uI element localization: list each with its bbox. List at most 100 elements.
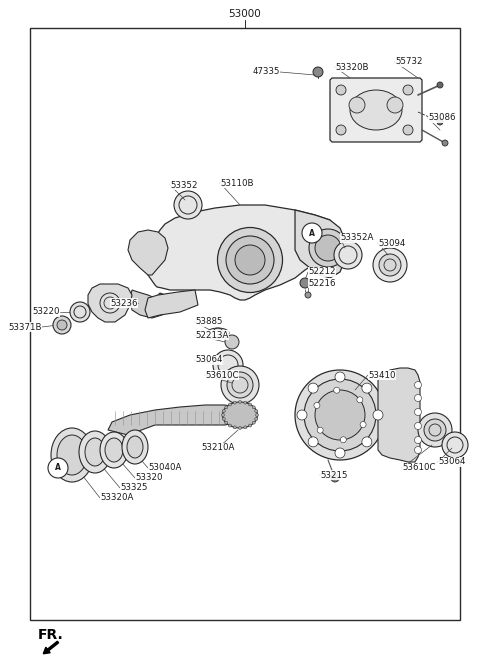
Polygon shape — [145, 290, 198, 318]
Circle shape — [437, 119, 443, 125]
Circle shape — [308, 437, 318, 447]
Circle shape — [221, 413, 225, 416]
Circle shape — [222, 418, 225, 420]
Ellipse shape — [79, 431, 111, 473]
Polygon shape — [378, 368, 420, 462]
Ellipse shape — [223, 402, 257, 428]
Circle shape — [244, 426, 247, 429]
Circle shape — [437, 82, 443, 88]
Ellipse shape — [174, 191, 202, 219]
Circle shape — [387, 97, 403, 113]
Text: 53064: 53064 — [438, 457, 466, 467]
Circle shape — [336, 125, 346, 135]
Ellipse shape — [122, 430, 148, 464]
Ellipse shape — [379, 254, 401, 276]
Ellipse shape — [442, 432, 468, 458]
Circle shape — [297, 410, 307, 420]
Ellipse shape — [217, 227, 283, 293]
Circle shape — [403, 125, 413, 135]
Circle shape — [403, 85, 413, 95]
Ellipse shape — [350, 90, 402, 130]
Ellipse shape — [127, 436, 143, 458]
Text: 52216: 52216 — [308, 279, 336, 287]
Ellipse shape — [207, 328, 229, 338]
Polygon shape — [295, 210, 345, 278]
Text: 53320: 53320 — [135, 474, 163, 482]
Circle shape — [335, 448, 345, 458]
FancyArrow shape — [43, 641, 59, 654]
Circle shape — [233, 401, 236, 404]
Text: 53215: 53215 — [320, 471, 348, 480]
Ellipse shape — [51, 428, 93, 482]
Circle shape — [233, 426, 236, 429]
Circle shape — [357, 397, 363, 403]
Ellipse shape — [213, 350, 243, 380]
Circle shape — [442, 140, 448, 146]
Circle shape — [317, 427, 323, 433]
Ellipse shape — [424, 419, 446, 441]
Circle shape — [244, 401, 247, 404]
Ellipse shape — [334, 241, 362, 269]
Circle shape — [228, 424, 231, 427]
Circle shape — [336, 85, 346, 95]
Ellipse shape — [418, 413, 452, 447]
Circle shape — [334, 387, 340, 393]
Text: A: A — [55, 463, 61, 473]
Circle shape — [415, 382, 421, 389]
Text: FR.: FR. — [38, 628, 64, 642]
Circle shape — [340, 437, 346, 443]
Text: 53220: 53220 — [33, 308, 60, 316]
Circle shape — [415, 395, 421, 401]
Circle shape — [335, 372, 345, 382]
Ellipse shape — [57, 435, 87, 475]
Text: 53086: 53086 — [428, 113, 456, 123]
Circle shape — [302, 223, 322, 243]
Circle shape — [313, 67, 323, 77]
Circle shape — [415, 436, 421, 444]
Circle shape — [249, 424, 252, 427]
Ellipse shape — [221, 366, 259, 404]
Circle shape — [305, 292, 311, 298]
Text: 52213A: 52213A — [195, 331, 228, 339]
Ellipse shape — [100, 432, 128, 468]
Text: 53236: 53236 — [110, 299, 138, 308]
Circle shape — [255, 418, 258, 420]
Circle shape — [225, 421, 228, 424]
Text: 47335: 47335 — [252, 67, 280, 76]
Polygon shape — [128, 230, 168, 275]
Text: 53885: 53885 — [195, 318, 223, 326]
Circle shape — [255, 409, 258, 413]
Circle shape — [53, 316, 71, 334]
Circle shape — [255, 413, 259, 416]
Polygon shape — [88, 284, 132, 322]
Ellipse shape — [227, 372, 253, 398]
Circle shape — [225, 335, 239, 349]
Text: 53320B: 53320B — [335, 63, 369, 71]
Text: 53352: 53352 — [170, 181, 197, 190]
Text: A: A — [309, 229, 315, 237]
Text: 53320A: 53320A — [100, 494, 133, 503]
Ellipse shape — [373, 248, 407, 282]
Circle shape — [308, 383, 318, 393]
Circle shape — [373, 410, 383, 420]
Ellipse shape — [70, 302, 90, 322]
Circle shape — [300, 278, 310, 288]
Ellipse shape — [309, 229, 347, 267]
Text: 53064: 53064 — [195, 355, 223, 364]
Ellipse shape — [85, 438, 105, 466]
Circle shape — [331, 474, 339, 482]
Circle shape — [415, 422, 421, 430]
Circle shape — [362, 437, 372, 447]
Text: 53040A: 53040A — [148, 463, 181, 473]
Circle shape — [415, 447, 421, 453]
Polygon shape — [145, 205, 335, 300]
Ellipse shape — [295, 370, 385, 460]
Ellipse shape — [315, 390, 365, 440]
Ellipse shape — [235, 245, 265, 275]
Ellipse shape — [226, 236, 274, 284]
Text: 53610C: 53610C — [402, 463, 435, 473]
Circle shape — [228, 403, 231, 406]
Ellipse shape — [100, 293, 120, 313]
Text: 53000: 53000 — [228, 9, 262, 19]
Text: 53210A: 53210A — [201, 444, 235, 453]
